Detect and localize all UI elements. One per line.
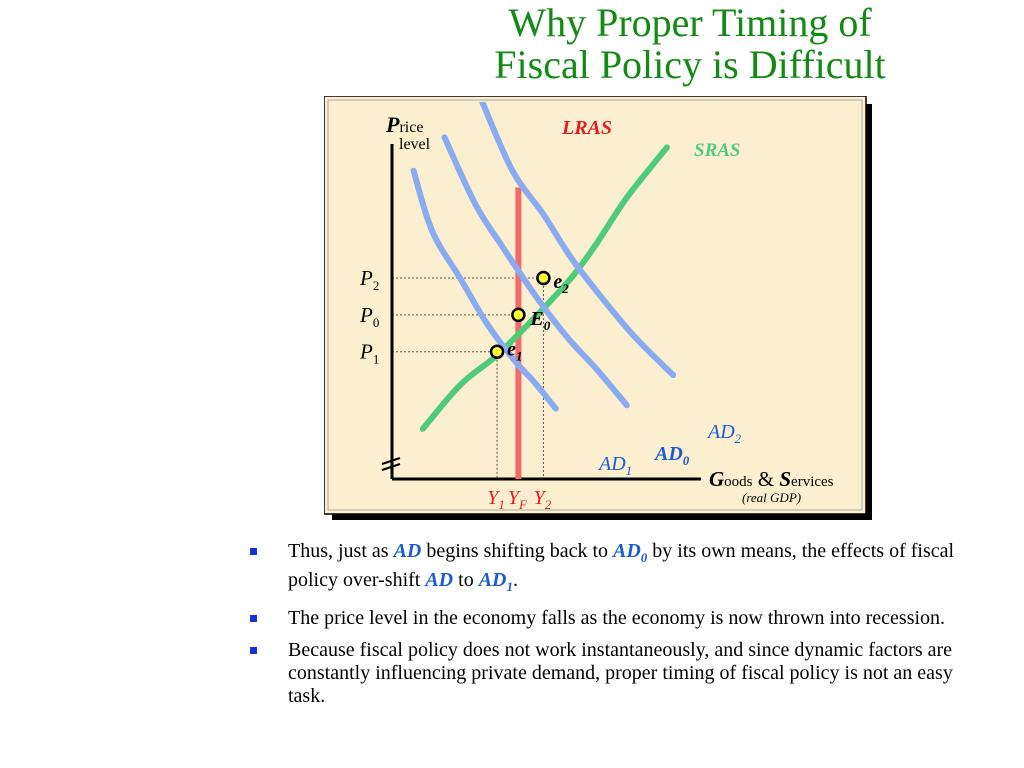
bullet-square-icon xyxy=(250,548,257,555)
highlight-term: AD xyxy=(425,569,454,591)
bullet-text: Thus, just as xyxy=(288,540,394,562)
bullet-text: to xyxy=(453,569,479,591)
equilibrium-label-e2: e2 xyxy=(553,271,569,296)
equilibrium-label-e0: E0 xyxy=(529,308,550,333)
bullet-item-2: The price level in the economy falls as … xyxy=(250,607,970,630)
ad2-label: AD2 xyxy=(706,421,742,446)
ad0-label: AD0 xyxy=(653,443,690,468)
axes xyxy=(381,144,701,481)
lras-label: LRAS xyxy=(561,117,612,139)
y-axis-label: Price xyxy=(385,112,423,137)
bullet-text: by its own means, the effects of fiscal … xyxy=(288,540,955,591)
bullet-text: Because fiscal policy does not work inst… xyxy=(288,639,953,707)
bullet-square-icon xyxy=(250,647,257,654)
bullet-item-3: Because fiscal policy does not work inst… xyxy=(250,639,970,708)
sras-label: SRAS xyxy=(694,140,740,161)
y-tick-p2: P2 xyxy=(359,266,379,293)
sras-curve xyxy=(419,144,670,432)
x-axis-note: (real GDP) xyxy=(742,490,801,505)
equilibrium-point-e2 xyxy=(536,270,551,286)
highlight-term: AD1 xyxy=(478,569,513,594)
ad2-curve xyxy=(478,102,677,379)
equilibrium-point-e1 xyxy=(489,344,505,359)
slide-title-line-1: Why Proper Timing of xyxy=(508,0,872,45)
y-axis-label-line2: level xyxy=(399,136,431,153)
bullet-item-1: Thus, just as AD begins shifting back to… xyxy=(250,540,970,598)
chart-panel: e2 E0 e1 P2 P0 P1 Y1 YF Y2 LRAS SRAS AD1 AD0 AD2 Price… xyxy=(324,96,872,520)
panel-background xyxy=(324,96,867,515)
equilibrium-points xyxy=(489,270,551,359)
bullet-text: . xyxy=(513,569,518,591)
equilibrium-point-e0 xyxy=(511,307,526,323)
bullet-text: The price level in the economy falls as … xyxy=(288,607,946,629)
bullet-square-icon xyxy=(250,615,257,622)
slide-title: Why Proper Timing of Fiscal Policy is Di… xyxy=(290,2,1024,86)
x-axis-label: Goods & Services xyxy=(709,467,834,491)
curves xyxy=(410,102,677,479)
highlight-term: AD0 xyxy=(613,540,648,565)
x-tick-y1: Y1 xyxy=(487,487,505,512)
ad1-label: AD1 xyxy=(597,453,632,478)
panel-inner-frame xyxy=(327,99,863,511)
slide-title-line-2: Fiscal Policy is Difficult xyxy=(494,42,886,87)
equilibrium-label-e1: e1 xyxy=(507,339,522,364)
ad1-curve xyxy=(410,167,559,412)
axis-break-marks xyxy=(381,457,401,471)
bullet-text: begins shifting back to xyxy=(421,540,613,562)
highlight-term: AD xyxy=(393,540,422,562)
ad0-curve xyxy=(441,134,630,409)
y-tick-p0: P0 xyxy=(359,303,379,330)
bullet-list: Thus, just as AD begins shifting back to… xyxy=(250,540,970,717)
x-tick-yf: YF xyxy=(508,487,528,512)
y-tick-p1: P1 xyxy=(359,340,379,367)
x-tick-y2: Y2 xyxy=(534,487,552,512)
